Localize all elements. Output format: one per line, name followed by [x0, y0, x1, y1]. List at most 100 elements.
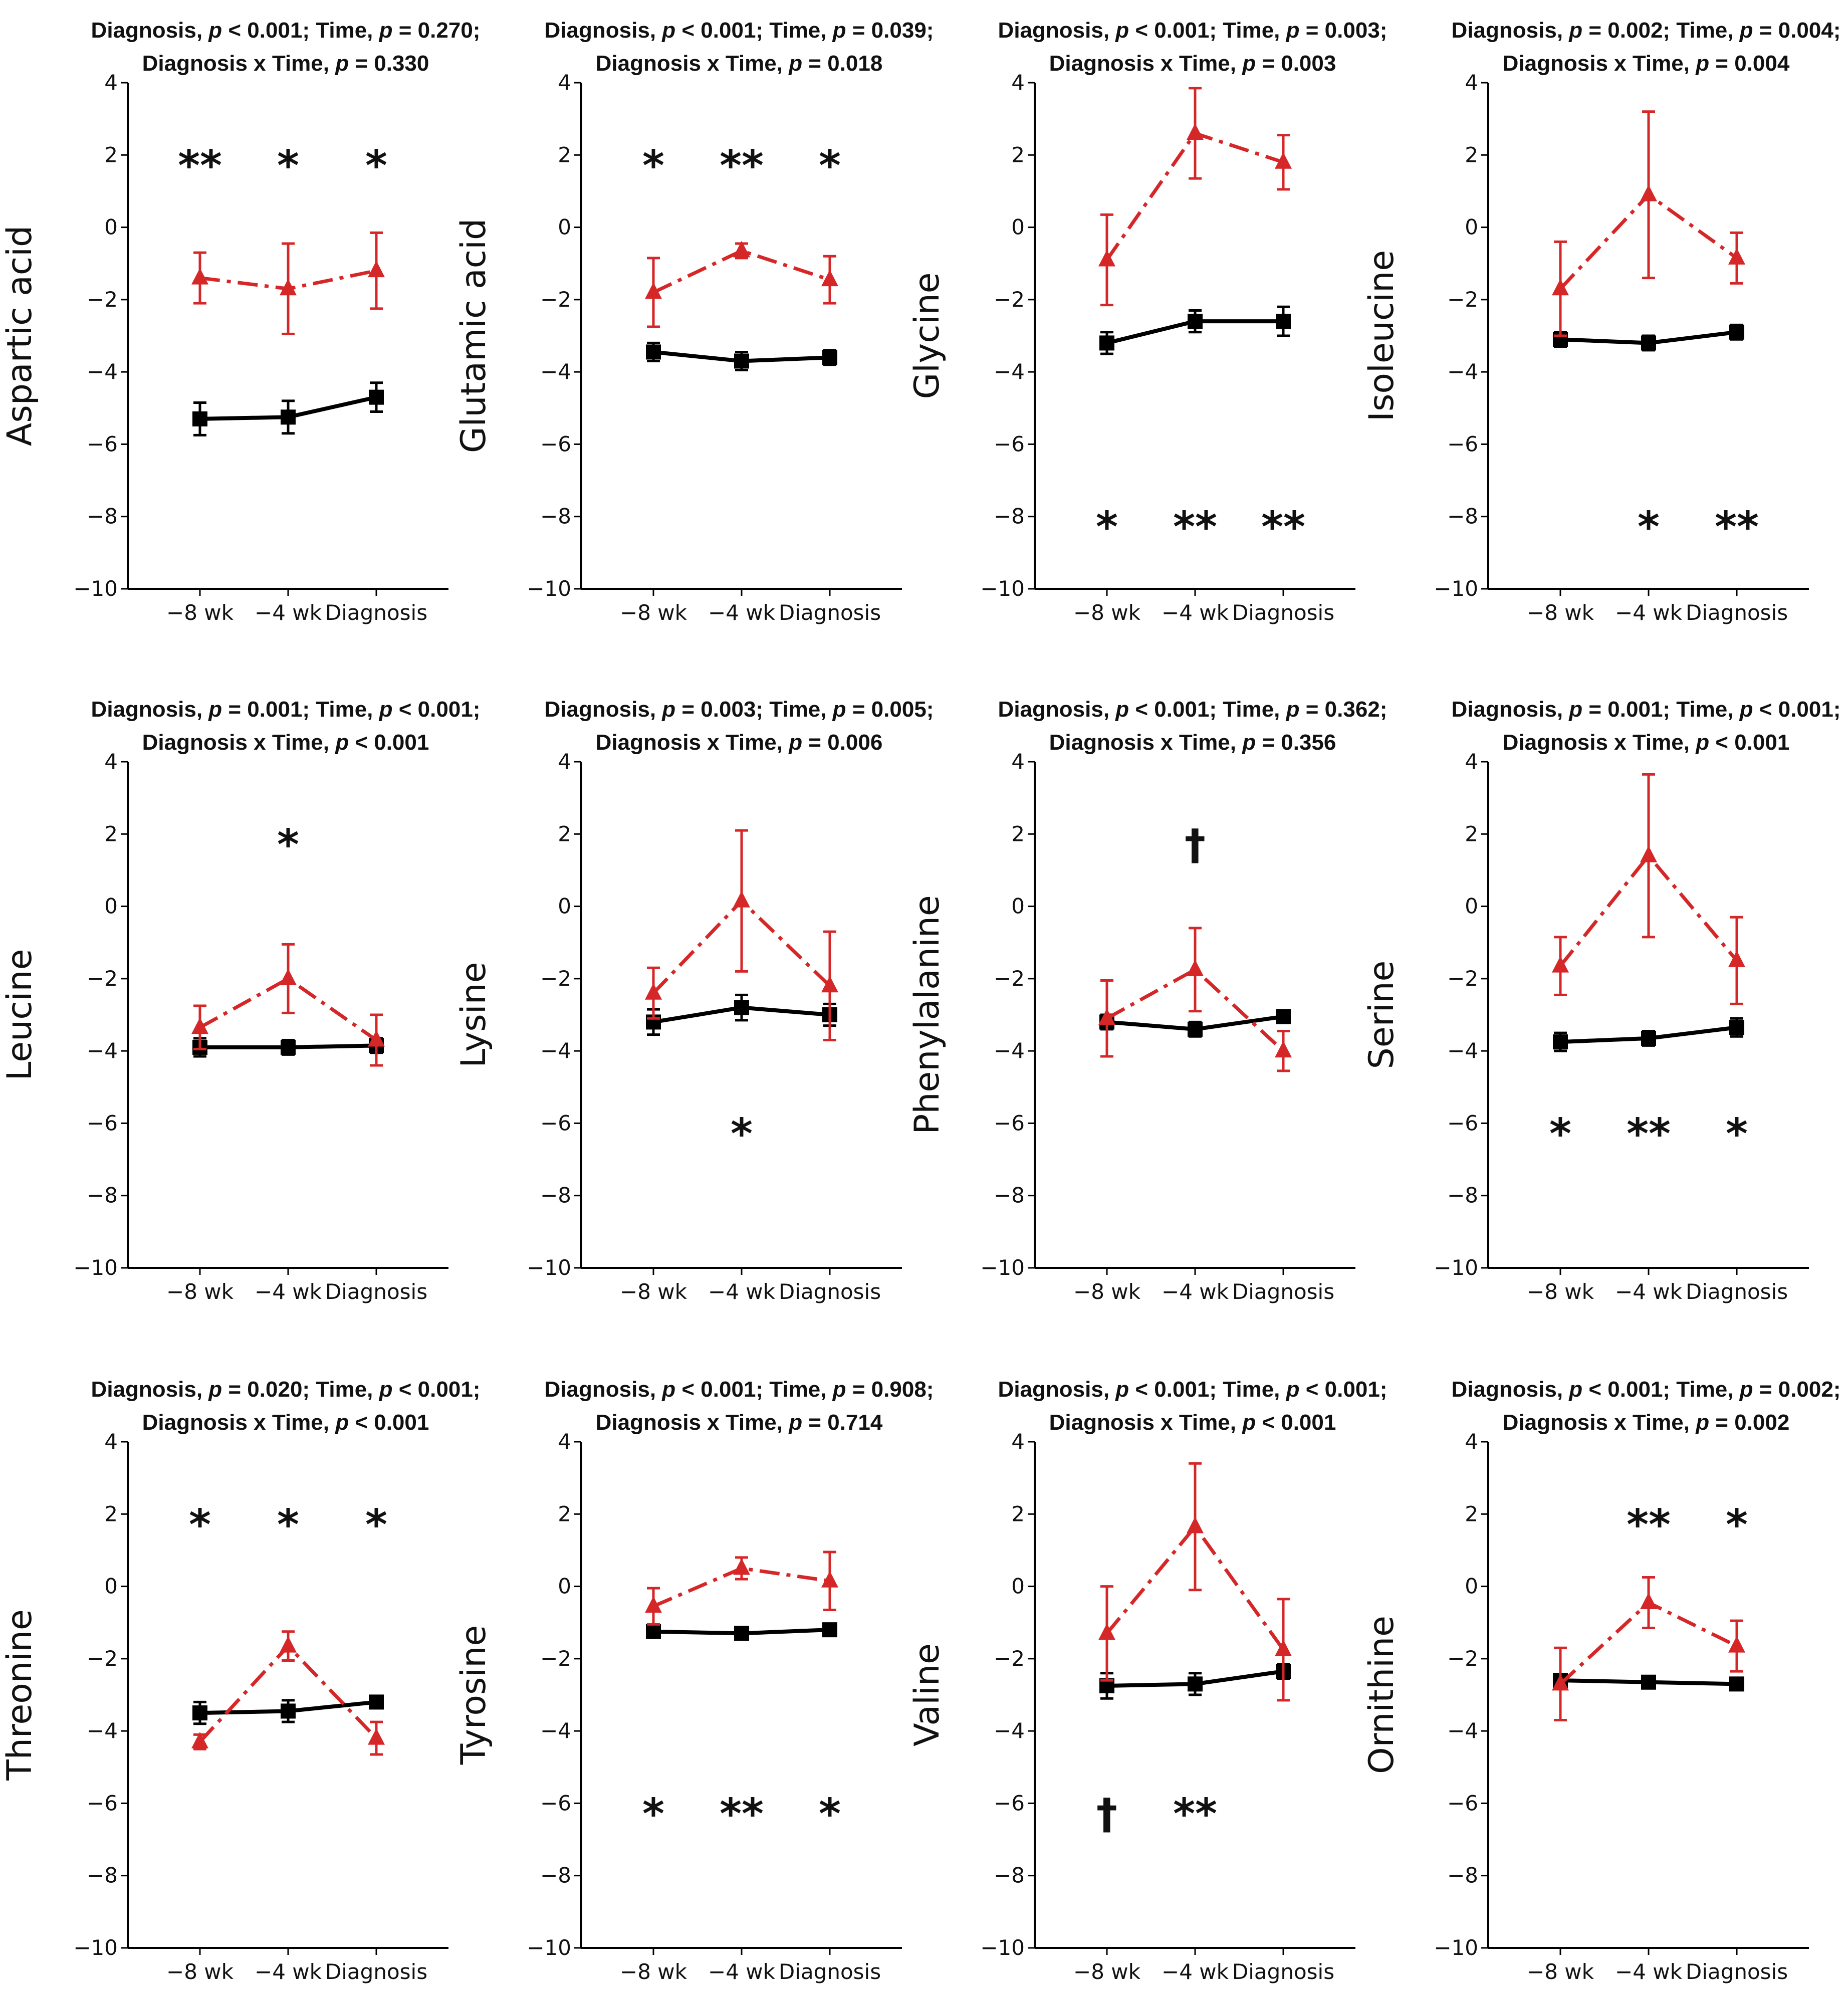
- x-tick-label: Diagnosis: [1232, 1279, 1334, 1304]
- x-tick-label: Diagnosis: [779, 600, 881, 625]
- subplot-7: Diagnosis, p = 0.001; Time, p < 0.001; Di…: [1362, 697, 1840, 1304]
- data-point-square: [1553, 1034, 1568, 1050]
- x-tick-label: −4 wk: [708, 600, 776, 625]
- y-tick-label: 4: [1011, 70, 1025, 95]
- y-tick-label: −8: [1447, 504, 1478, 529]
- subplot-3: Diagnosis, p = 0.002; Time, p = 0.004; Di…: [1362, 18, 1840, 625]
- data-point-triangle: [1728, 950, 1745, 967]
- significance-marker: *: [642, 141, 664, 190]
- subplot-title-line2: Diagnosis x Time, p = 0.004: [1503, 51, 1790, 76]
- y-tick-label: 0: [1011, 215, 1025, 240]
- data-point-triangle: [1187, 959, 1204, 976]
- data-point-triangle: [821, 270, 838, 287]
- subplot-title-line1: Diagnosis, p < 0.001; Time, p = 0.039;: [545, 18, 934, 43]
- subplot-8: Diagnosis, p = 0.020; Time, p < 0.001; Di…: [0, 1377, 480, 1984]
- subplot-title-line2: Diagnosis x Time, p < 0.001: [1049, 1410, 1336, 1435]
- x-tick-label: −4 wk: [1162, 600, 1229, 625]
- series-black: [192, 381, 384, 436]
- y-tick-label: 4: [1011, 1429, 1025, 1454]
- significance-marker: **: [1261, 503, 1305, 552]
- series-black: [1553, 1017, 1744, 1052]
- x-tick-label: −8 wk: [166, 1959, 234, 1984]
- significance-marker: **: [1715, 503, 1759, 552]
- significance-marker: *: [1549, 1109, 1571, 1158]
- y-axis-label: Glutamic acid: [454, 218, 494, 453]
- y-tick-label: −8: [87, 504, 118, 529]
- significance-marker: *: [277, 820, 299, 869]
- y-axis-label: Ornithine: [1362, 1616, 1402, 1774]
- x-tick-label: −4 wk: [1162, 1279, 1229, 1304]
- data-point-triangle: [821, 1571, 838, 1588]
- series-red: [1098, 1462, 1292, 1702]
- data-point-square: [734, 353, 749, 369]
- subplot-title-line1: Diagnosis, p < 0.001; Time, p = 0.908;: [545, 1377, 934, 1402]
- subplot-title-line1: Diagnosis, p < 0.001; Time, p = 0.003;: [998, 18, 1388, 43]
- data-point-square: [822, 1622, 837, 1638]
- x-tick-label: −8 wk: [1527, 600, 1594, 625]
- y-tick-label: −4: [87, 1718, 118, 1743]
- y-tick-label: −2: [87, 1646, 118, 1671]
- y-tick-label: 2: [1465, 821, 1478, 846]
- data-point-triangle: [1640, 845, 1657, 862]
- y-tick-label: 2: [558, 821, 571, 846]
- subplot-title-line1: Diagnosis, p < 0.001; Time, p = 0.002;: [1452, 1377, 1841, 1402]
- y-tick-label: −10: [527, 576, 571, 601]
- subplot-title-line2: Diagnosis x Time, p < 0.001: [1503, 730, 1790, 755]
- y-tick-label: −8: [1447, 1183, 1478, 1208]
- data-point-triangle: [1187, 1516, 1204, 1533]
- series-red: [1552, 110, 1745, 337]
- data-point-triangle: [733, 891, 750, 908]
- y-tick-label: 2: [104, 142, 118, 167]
- subplot-0: Diagnosis, p < 0.001; Time, p = 0.270; Di…: [0, 18, 480, 625]
- significance-marker: **: [1627, 1109, 1671, 1158]
- subplot-title-line1: Diagnosis, p < 0.001; Time, p < 0.001;: [998, 1377, 1388, 1402]
- subplot-10: Diagnosis, p < 0.001; Time, p < 0.001; Di…: [907, 1377, 1387, 1984]
- y-axis-label: Lysine: [454, 962, 494, 1067]
- x-tick-label: −4 wk: [255, 1279, 322, 1304]
- y-tick-label: 0: [1465, 894, 1478, 919]
- data-point-triangle: [368, 261, 385, 278]
- x-tick-label: Diagnosis: [1686, 1279, 1788, 1304]
- data-point-triangle: [1728, 248, 1745, 265]
- y-tick-label: −4: [1447, 1038, 1478, 1063]
- data-point-square: [281, 1039, 296, 1055]
- y-tick-label: −4: [87, 1038, 118, 1063]
- x-tick-label: Diagnosis: [1686, 600, 1788, 625]
- subplot-title-line1: Diagnosis, p = 0.002; Time, p = 0.004;: [1452, 18, 1841, 43]
- significance-marker: *: [1096, 503, 1118, 552]
- data-point-square: [1641, 335, 1656, 351]
- y-tick-label: −6: [87, 1791, 118, 1815]
- data-point-square: [369, 1694, 384, 1710]
- data-point-triangle: [191, 1731, 208, 1748]
- y-tick-label: −2: [1447, 1646, 1478, 1671]
- x-tick-label: −4 wk: [1162, 1959, 1229, 1984]
- series-red: [1098, 927, 1292, 1072]
- y-tick-label: 0: [1465, 215, 1478, 240]
- data-point-square: [822, 350, 837, 365]
- data-point-square: [1188, 1021, 1203, 1037]
- y-tick-label: −6: [1447, 1791, 1478, 1815]
- data-point-square: [1276, 1009, 1291, 1024]
- data-point-triangle: [1098, 1008, 1115, 1025]
- subplot-title-line1: Diagnosis, p = 0.003; Time, p = 0.005;: [545, 697, 934, 722]
- x-tick-label: −4 wk: [255, 1959, 322, 1984]
- y-tick-label: −10: [527, 1935, 571, 1960]
- data-point-square: [1276, 314, 1291, 329]
- y-tick-label: −8: [540, 504, 571, 529]
- data-point-square: [281, 1703, 296, 1719]
- subplot-title-line2: Diagnosis x Time, p = 0.356: [1049, 730, 1336, 755]
- significance-marker: *: [365, 141, 387, 190]
- y-tick-label: −8: [1447, 1863, 1478, 1888]
- data-point-square: [281, 409, 296, 425]
- x-tick-label: Diagnosis: [325, 1959, 427, 1984]
- significance-marker: *: [642, 1789, 664, 1838]
- data-point-square: [646, 344, 661, 360]
- x-tick-label: −8 wk: [1073, 1959, 1141, 1984]
- y-tick-label: −10: [1434, 576, 1478, 601]
- data-point-square: [1188, 1676, 1203, 1692]
- data-point-triangle: [1187, 123, 1204, 140]
- series-black: [1553, 1673, 1744, 1692]
- significance-marker: †: [1096, 1789, 1117, 1838]
- y-tick-label: −4: [994, 1038, 1025, 1063]
- subplot-6: Diagnosis, p < 0.001; Time, p = 0.362; Di…: [907, 697, 1387, 1304]
